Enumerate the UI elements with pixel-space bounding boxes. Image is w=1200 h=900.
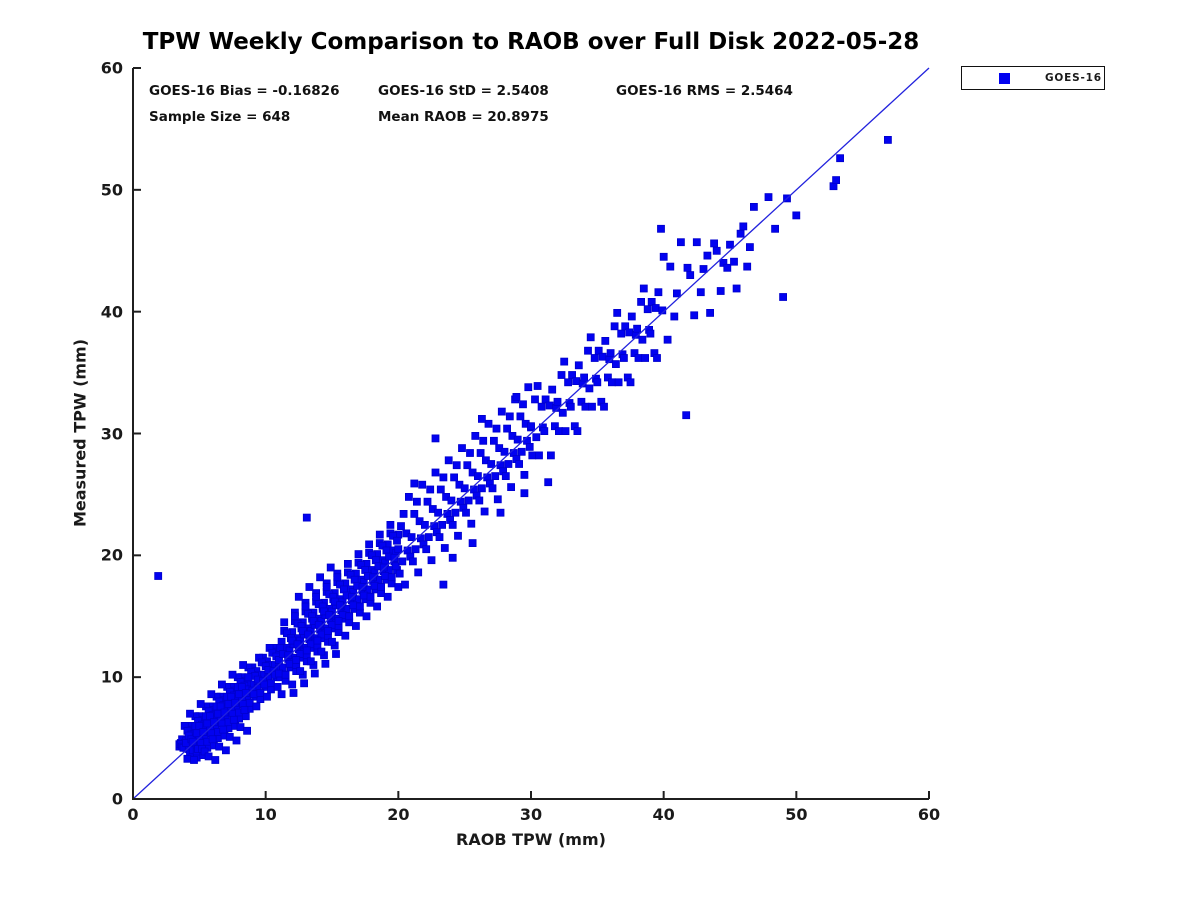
legend-label: GOES-16 <box>1045 72 1102 84</box>
x-axis-label: RAOB TPW (mm) <box>456 830 606 849</box>
stat-rms: GOES-16 RMS = 2.5464 <box>616 83 793 99</box>
y-tick-label: 10 <box>100 667 123 687</box>
x-tick-label: 60 <box>917 805 941 824</box>
y-tick-label: 50 <box>100 180 123 200</box>
x-tick-label: 20 <box>387 805 410 824</box>
x-tick-label: 50 <box>785 805 808 824</box>
y-tick-label: 0 <box>111 789 123 809</box>
y-tick-label: 20 <box>100 545 123 565</box>
legend: GOES-16 <box>961 66 1105 90</box>
legend-marker-icon <box>999 72 1010 84</box>
x-tick-label: 0 <box>127 805 139 824</box>
stat-sample-size: Sample Size = 648 <box>149 109 291 125</box>
series-goes16-points <box>154 135 892 764</box>
chart-title: TPW Weekly Comparison to RAOB over Full … <box>142 29 920 55</box>
x-tick-label: 40 <box>652 805 675 824</box>
y-tick-label: 30 <box>100 424 123 443</box>
stat-bias: GOES-16 Bias = -0.16826 <box>149 83 340 99</box>
x-tick-label: 30 <box>519 805 543 824</box>
x-tick-label: 10 <box>254 805 277 824</box>
axes-spines-ticks <box>132 67 930 800</box>
y-tick-label: 60 <box>100 58 123 78</box>
stat-mean-raob: Mean RAOB = 20.8975 <box>378 109 549 125</box>
identity-line <box>132 67 930 800</box>
stat-std: GOES-16 StD = 2.5408 <box>378 83 549 99</box>
y-tick-label: 40 <box>100 302 123 322</box>
